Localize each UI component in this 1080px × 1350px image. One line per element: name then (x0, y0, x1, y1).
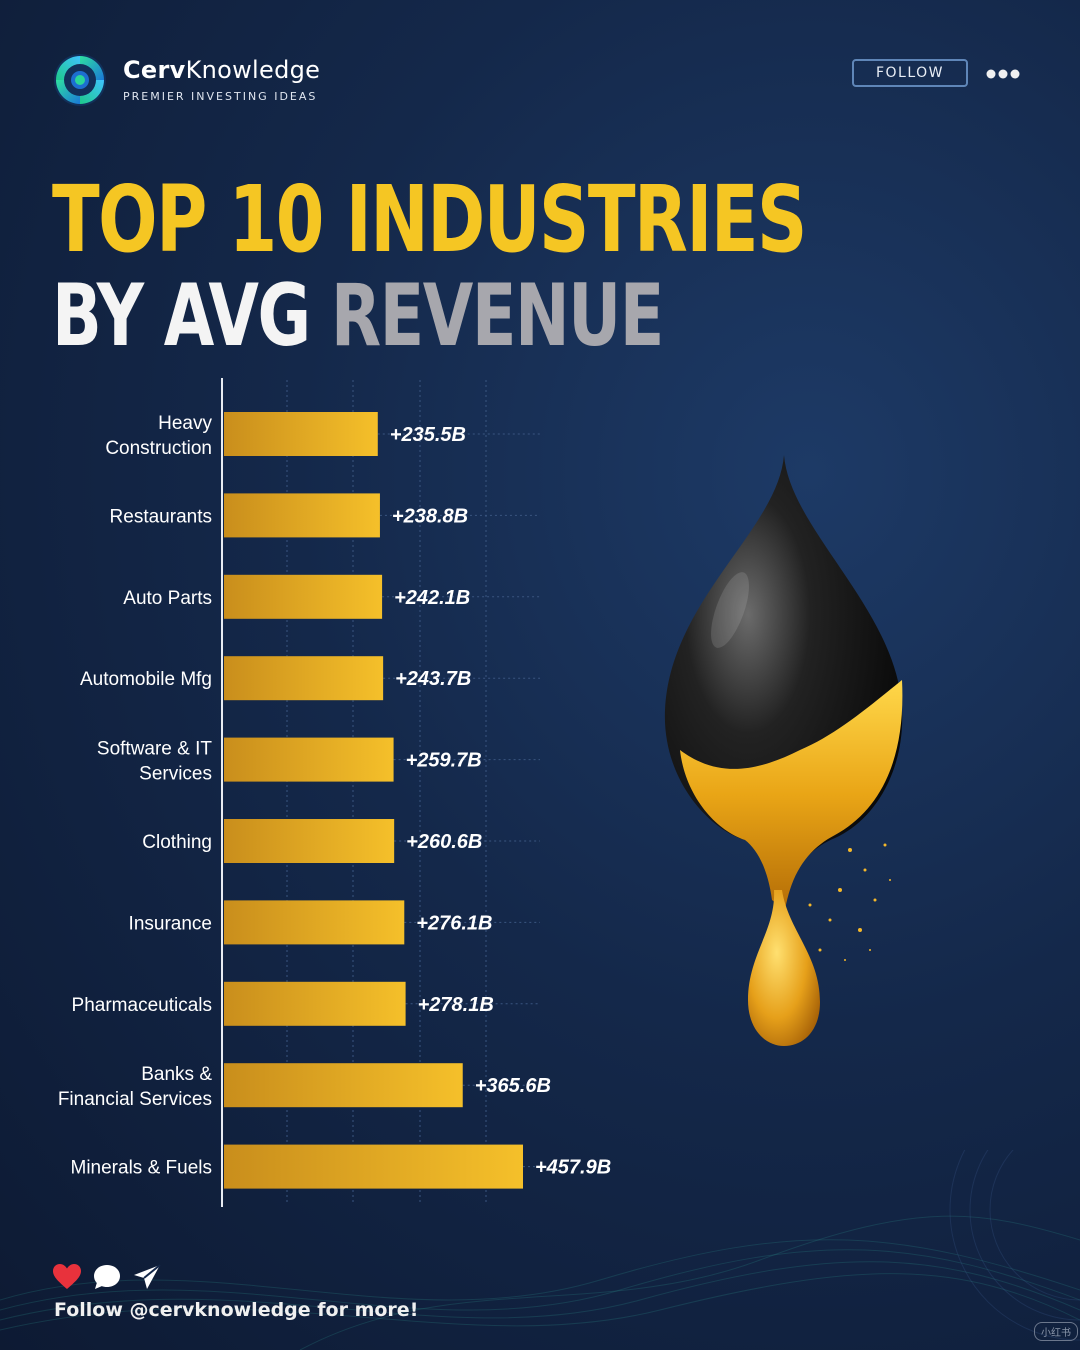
category-label: Pharmaceuticals (72, 995, 212, 1016)
bar (224, 819, 395, 863)
bar (224, 981, 406, 1026)
data-label: +278.1B (418, 994, 494, 1016)
category-label: Software & IT (97, 739, 212, 760)
category-label: Services (139, 764, 212, 785)
bar (224, 737, 394, 782)
wave-decoration (0, 1150, 1080, 1350)
category-label: Automobile Mfg (80, 669, 212, 690)
data-label: +242.1B (394, 587, 470, 609)
category-label: Minerals & Fuels (71, 1158, 213, 1179)
watermark: 小红书 (1034, 1322, 1078, 1341)
category-label: Auto Parts (123, 588, 212, 609)
revenue-bar-chart: +235.5B Heavy Construction +238.8B Restauran… (58, 378, 611, 1207)
comment-icon[interactable] (92, 1263, 122, 1291)
data-label: +276.1B (416, 912, 492, 934)
category-label: Insurance (129, 913, 212, 934)
data-label: +260.6B (406, 831, 482, 853)
send-icon[interactable] (132, 1263, 162, 1291)
category-label: Financial Services (58, 1089, 212, 1110)
swirl-logo-icon (54, 54, 106, 106)
category-label: Construction (105, 438, 212, 459)
category-label: Clothing (142, 832, 212, 853)
category-label: Heavy (158, 413, 212, 434)
bar (224, 656, 384, 701)
title-by-avg: BY AVG (52, 266, 311, 366)
data-label: +243.7B (395, 668, 471, 690)
page-title-line1: TOP 10 INDUSTRIES (52, 166, 807, 273)
data-label: +259.7B (406, 750, 482, 772)
data-label: +365.6B (475, 1075, 551, 1097)
bar (224, 900, 405, 945)
data-label: +235.5B (390, 424, 466, 446)
category-label: Restaurants (110, 506, 212, 527)
follow-button[interactable]: FOLLOW (852, 59, 968, 87)
footer-follow-text: Follow @cervknowledge for more! (54, 1299, 419, 1321)
title-revenue: REVENUE (330, 266, 665, 366)
social-icons (52, 1263, 162, 1291)
bar (224, 1063, 463, 1108)
brand-name: CervKnowledge (123, 56, 320, 84)
oil-gold-drop-illustration (664, 455, 903, 1046)
page-title-line2: BY AVG REVENUE (52, 266, 665, 366)
data-label: +238.8B (392, 505, 468, 527)
ellipsis-icon[interactable] (986, 68, 1020, 80)
brand-name-bold: Cerv (123, 56, 186, 84)
bar (224, 574, 383, 619)
data-label: +457.9B (535, 1157, 611, 1179)
heart-icon[interactable] (52, 1263, 82, 1291)
brand-tagline: PREMIER INVESTING IDEAS (123, 90, 318, 103)
category-label: Banks & (141, 1064, 212, 1085)
bar (224, 1144, 523, 1189)
bar (224, 493, 380, 538)
bar (224, 412, 378, 456)
brand-name-rest: Knowledge (185, 56, 321, 84)
